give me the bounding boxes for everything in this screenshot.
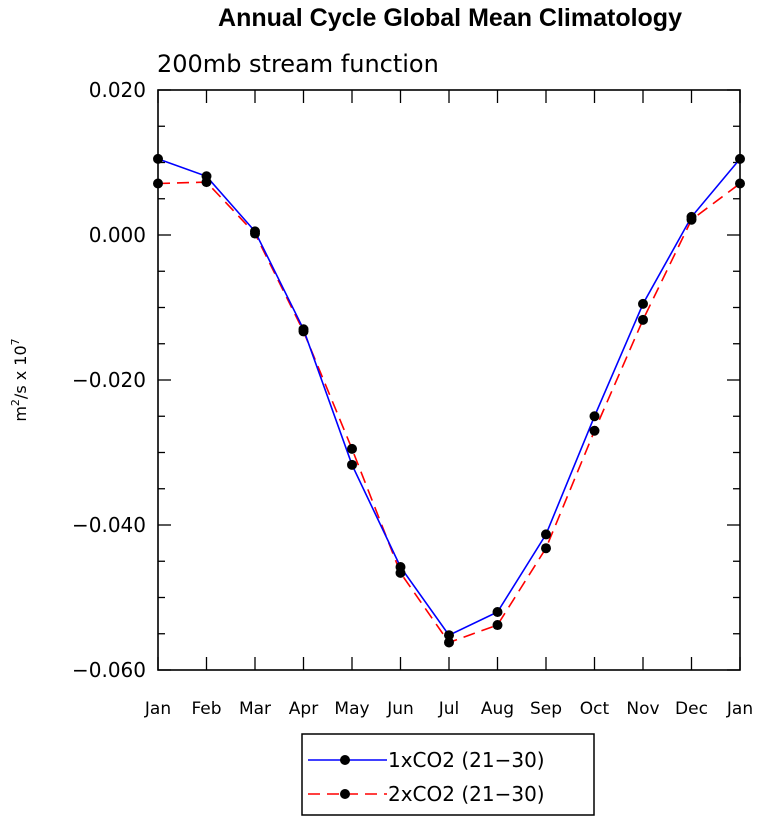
legend-label-1xco2: 1xCO2 (21−30) [388,748,545,772]
x-tick-label: May [334,699,369,719]
x-tick-label: Oct [580,699,610,719]
data-point-1xco2 [201,171,212,182]
data-point-2xco2 [735,178,745,189]
data-point-1xco2 [298,324,309,335]
data-point-1xco2 [347,459,357,470]
data-point-2xco2 [638,314,648,325]
x-tick-label: Jan [144,699,171,719]
data-point-2xco2 [347,443,357,454]
data-point-2xco2 [153,178,163,189]
legend-box [301,733,595,816]
chart-title: Annual Cycle Global Mean Climatology [218,4,682,32]
x-tick-label: Nov [626,699,659,719]
y-tick-label: −0.040 [72,513,146,537]
data-point-1xco2 [686,211,697,222]
data-point-2xco2 [541,543,551,554]
x-tick-label: Jan [726,699,753,719]
x-tick-label: Aug [481,699,514,719]
series-line-1xco2 [157,158,741,637]
data-point-1xco2 [541,529,551,540]
x-tick-label: Feb [191,699,221,719]
data-point-1xco2 [444,630,454,641]
chart-subtitle: 200mb stream function [157,50,439,78]
data-point-1xco2 [638,298,648,309]
plot-frame [157,89,741,671]
data-point-2xco2 [492,620,503,631]
y-tick-label: −0.060 [72,658,146,682]
x-tick-label: Jul [438,699,460,719]
x-tick-label: Sep [530,699,562,719]
series-layer [153,153,745,648]
data-point-1xco2 [395,562,406,573]
data-point-1xco2 [735,153,745,164]
plot-axes: 0.020 0.000 −0.020 −0.040 −0.060 Jan Feb Mar Apr… [72,78,753,719]
y-tick-label: −0.020 [72,368,146,392]
legend-label-2xco2: 2xCO2 (21−30) [388,782,545,806]
x-tick-label: Apr [289,699,318,719]
data-point-1xco2 [492,607,503,617]
data-point-1xco2 [153,153,163,164]
data-point-2xco2 [444,637,454,648]
data-point-1xco2 [250,226,260,237]
x-tick-label: Dec [675,699,708,719]
legend-marker-2xco2 [340,789,350,799]
data-point-2xco2 [589,425,600,436]
data-point-1xco2 [589,411,600,422]
y-tick-label: 0.000 [89,223,146,247]
y-tick-label: 0.020 [89,78,146,102]
x-tick-label: Mar [239,699,271,719]
legend: 1xCO2 (21−30) 2xCO2 (21−30) [301,733,595,816]
legend-marker-1xco2 [340,755,350,765]
x-tick-label: Jun [386,699,414,719]
y-axis-label: m2/s x 107 [9,338,30,421]
series-line-2xco2 [157,181,741,644]
